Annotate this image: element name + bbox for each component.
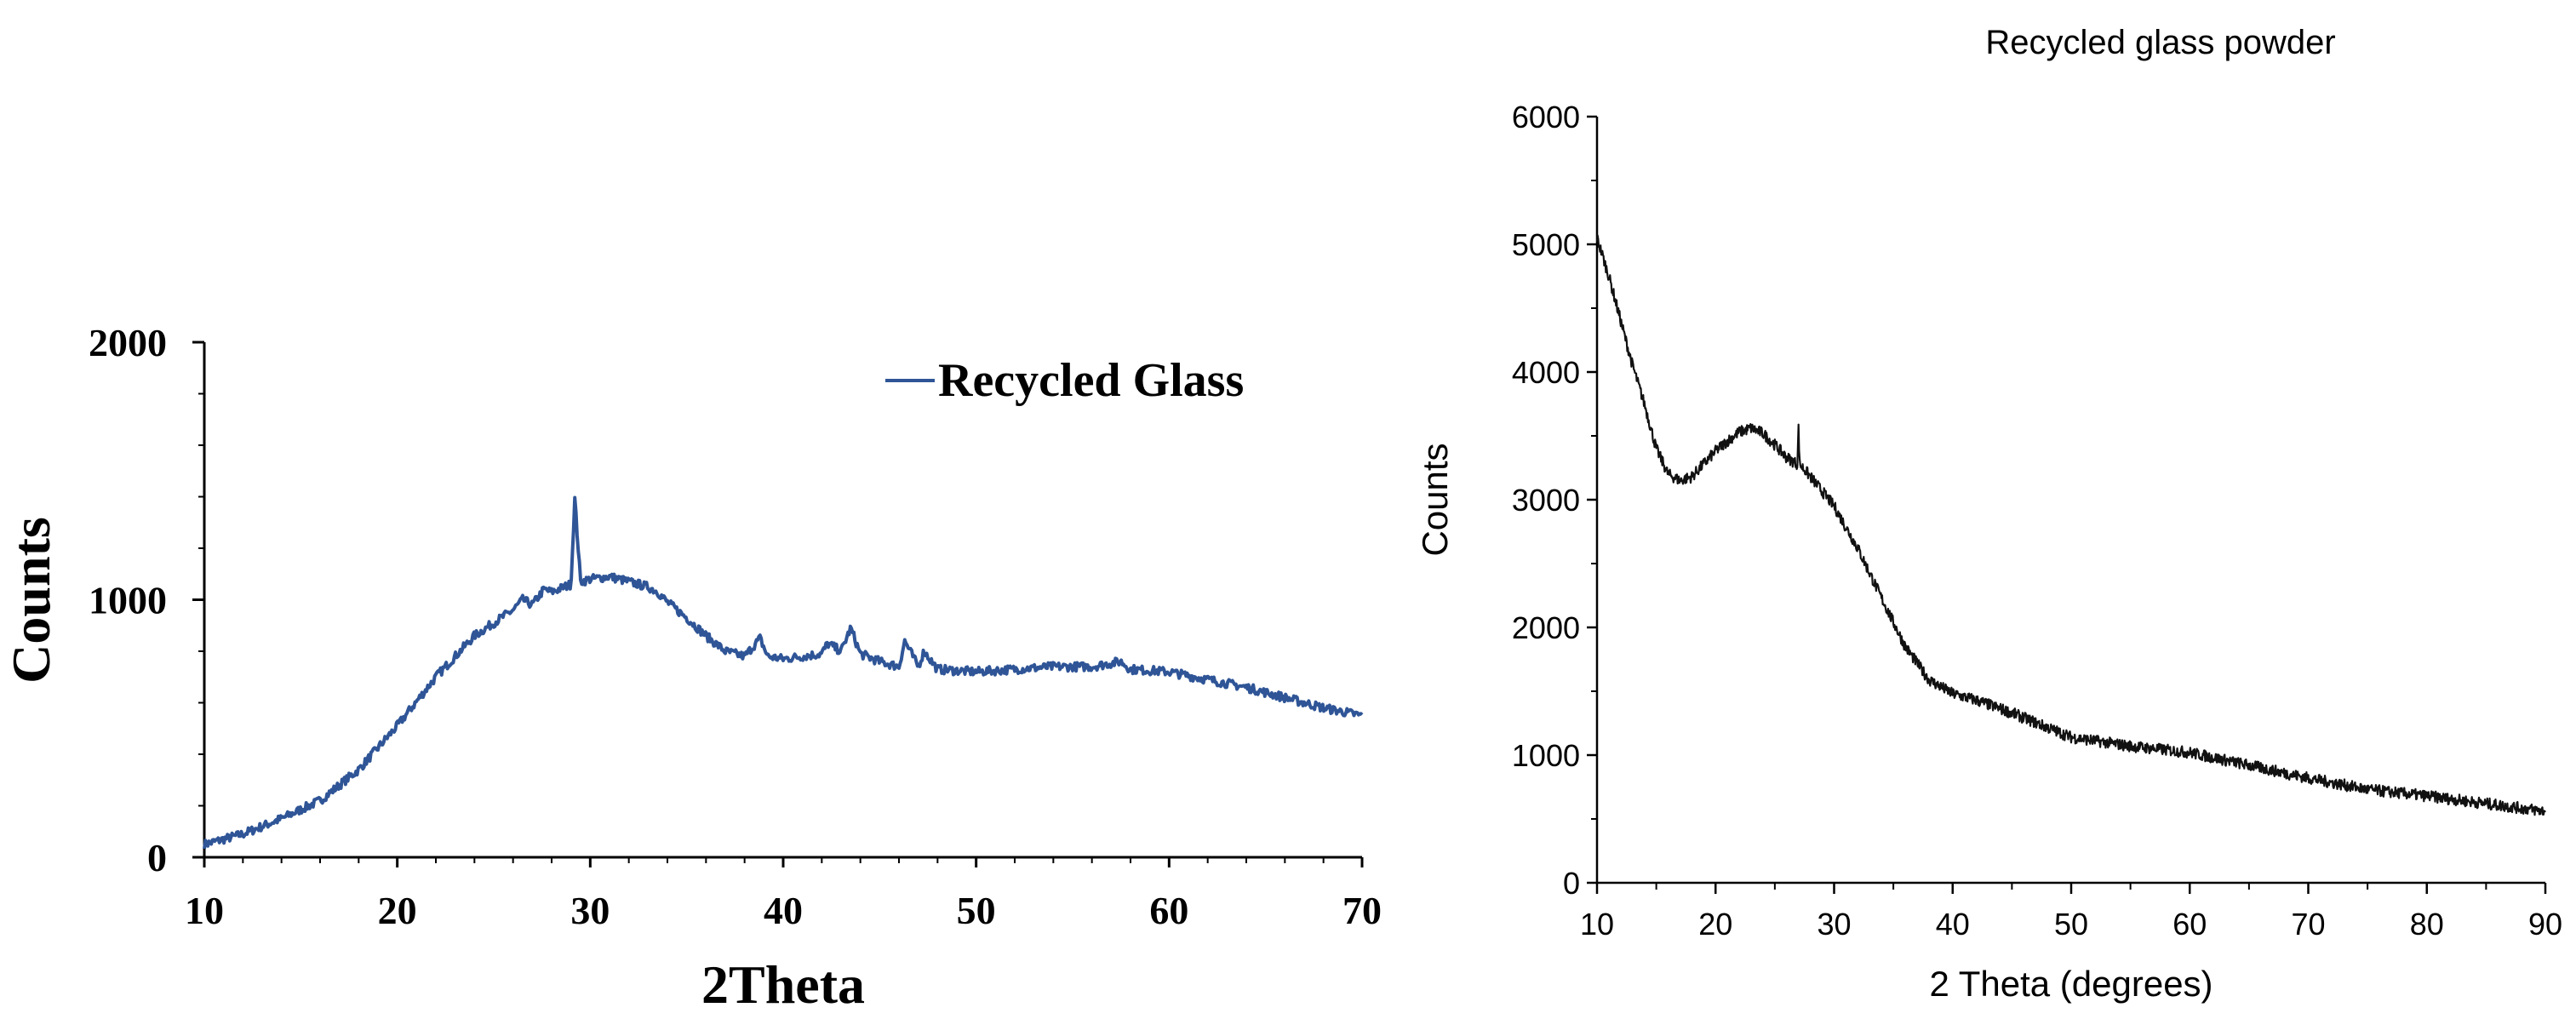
left-x-tick-label: 20 — [378, 889, 417, 932]
right-y-axis-label: Counts — [1415, 443, 1455, 556]
right-series-recycled-glass-powder-line — [1595, 234, 2546, 816]
right-y-tick-label: 5000 — [1512, 227, 1580, 262]
left-x-tick-label: 50 — [957, 889, 996, 932]
right-y-tick-label: 0 — [1563, 866, 1580, 901]
right-y-tick-label: 4000 — [1512, 355, 1580, 390]
left-x-tick-label: 60 — [1149, 889, 1188, 932]
right-y-tick-label: 1000 — [1512, 738, 1580, 773]
left-x-tick-label: 70 — [1342, 889, 1382, 932]
left-x-tick-label: 40 — [764, 889, 803, 932]
right-x-axis-label: 2 Theta (degrees) — [1929, 964, 2212, 1004]
left-series-recycled-glass-line — [203, 495, 1364, 850]
right-x-tick-label: 80 — [2410, 907, 2444, 942]
right-chart-title: Recycled glass powder — [1985, 24, 2335, 61]
left-x-axis-label: 2Theta — [701, 954, 865, 1015]
right-x-tick-label: 50 — [2054, 907, 2088, 942]
right-x-tick-label: 90 — [2528, 907, 2562, 942]
left-y-tick-label: 0 — [147, 836, 167, 879]
left-x-tick-label: 30 — [570, 889, 610, 932]
right-y-tick-label: 2000 — [1512, 610, 1580, 645]
right-x-tick-label: 70 — [2291, 907, 2325, 942]
right-x-tick-label: 20 — [1698, 907, 1732, 942]
left-y-tick-label: 1000 — [89, 579, 167, 622]
left-x-tick-label: 10 — [185, 889, 224, 932]
right-x-tick-label: 10 — [1580, 907, 1614, 942]
chart-right: Recycled glass powder 10 20 30 40 50 60 70 80 90… — [1415, 24, 2562, 1004]
left-y-axis-label: Counts — [1, 517, 61, 684]
chart-left: 10 20 30 40 50 60 70 0 1000 2000 Recycled Glass 2… — [1, 321, 1382, 1015]
right-x-tick-label: 60 — [2172, 907, 2207, 942]
left-legend: Recycled Glass — [885, 354, 1244, 407]
left-legend-label: Recycled Glass — [938, 354, 1244, 407]
right-y-tick-label: 6000 — [1512, 100, 1580, 135]
right-x-tick-label: 40 — [1936, 907, 1970, 942]
right-x-tick-label: 30 — [1817, 907, 1851, 942]
right-y-tick-label: 3000 — [1512, 483, 1580, 518]
left-y-tick-label: 2000 — [89, 321, 167, 364]
